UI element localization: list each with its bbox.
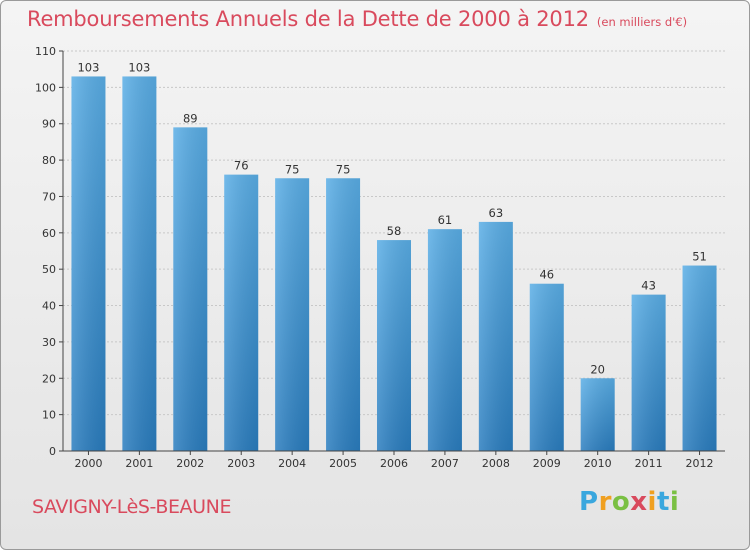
bar-value-label: 61 xyxy=(438,213,453,227)
logo-letter: x xyxy=(630,487,648,517)
x-tick-label: 2005 xyxy=(329,457,357,470)
bar-shade xyxy=(71,76,106,452)
chart-title: Remboursements Annuels de la Dette de 20… xyxy=(27,7,589,31)
x-tick-label: 2006 xyxy=(380,457,408,470)
proxiti-logo: Proxiti xyxy=(579,487,679,517)
y-tick-label: 110 xyxy=(35,45,56,58)
y-tick-label: 30 xyxy=(42,336,56,349)
bar-shade xyxy=(427,229,462,451)
x-tick-label: 2008 xyxy=(482,457,510,470)
city-name: SAVIGNY-LèS-BEAUNE xyxy=(32,496,232,518)
logo-letter: P xyxy=(579,487,599,517)
x-tick-label: 2010 xyxy=(584,457,612,470)
logo-letter: i xyxy=(669,487,680,517)
bar-value-label: 103 xyxy=(77,60,99,74)
bar-shade xyxy=(224,174,259,452)
x-tick-label: 2012 xyxy=(686,457,714,470)
logo-letter: i xyxy=(647,487,657,517)
bar-value-label: 89 xyxy=(183,111,198,125)
y-tick-label: 20 xyxy=(42,372,56,385)
bar-shade xyxy=(682,265,717,451)
x-axis: 2000 2001 2002 2003 2004 2005 2006 2007 2008 2009… xyxy=(63,450,725,470)
y-tick-label: 90 xyxy=(42,118,56,131)
bar-value-label: 43 xyxy=(641,279,656,293)
bar-shade xyxy=(122,76,157,452)
x-tick-label: 2011 xyxy=(635,457,663,470)
logo-letter: r xyxy=(598,487,612,517)
chart-unit: (en milliers d'€) xyxy=(596,15,688,29)
bar-shade xyxy=(529,283,564,451)
y-axis: 0 10 20 30 40 50 60 70 80 90 100 110 xyxy=(35,45,64,458)
bar-shade xyxy=(478,221,513,451)
bar-value-label: 75 xyxy=(336,162,351,176)
x-tick-label: 2002 xyxy=(176,457,204,470)
y-tick-label: 50 xyxy=(42,263,56,276)
bar-value-label: 51 xyxy=(692,250,707,264)
bar-value-label: 20 xyxy=(590,362,605,376)
bar-value-label: 46 xyxy=(539,268,554,282)
x-tick-label: 2001 xyxy=(125,457,153,470)
bar-value-label: 58 xyxy=(387,224,402,238)
x-tick-label: 2007 xyxy=(431,457,459,470)
logo-letter: t xyxy=(656,487,670,517)
y-tick-label: 10 xyxy=(42,409,56,422)
bar-shade xyxy=(173,127,208,451)
x-tick-label: 2004 xyxy=(278,457,306,470)
bar-shade xyxy=(631,294,666,451)
bar-shade xyxy=(275,178,310,452)
y-tick-label: 70 xyxy=(42,190,56,203)
bar-shade xyxy=(326,178,361,452)
bar-shade xyxy=(580,378,615,451)
y-tick-label: 40 xyxy=(42,300,56,313)
x-tick-label: 2003 xyxy=(227,457,255,470)
x-tick-label: 2009 xyxy=(533,457,561,470)
y-tick-label: 80 xyxy=(42,154,56,167)
bar-value-label: 76 xyxy=(234,159,249,173)
bar-value-label: 103 xyxy=(128,60,150,74)
bar-value-label: 63 xyxy=(489,206,504,220)
x-tick-label: 2000 xyxy=(74,457,102,470)
chart-title-block: Remboursements Annuels de la Dette de 20… xyxy=(27,7,687,31)
bars: 103 103 89 76 75 75 58 61 63 46 20 43 51 xyxy=(71,60,717,452)
y-tick-label: 60 xyxy=(42,227,56,240)
logo-letter: o xyxy=(611,487,631,517)
y-tick-label: 0 xyxy=(49,445,56,458)
bar-value-label: 75 xyxy=(285,162,300,176)
bar-shade xyxy=(377,240,411,451)
y-tick-label: 100 xyxy=(35,81,56,94)
